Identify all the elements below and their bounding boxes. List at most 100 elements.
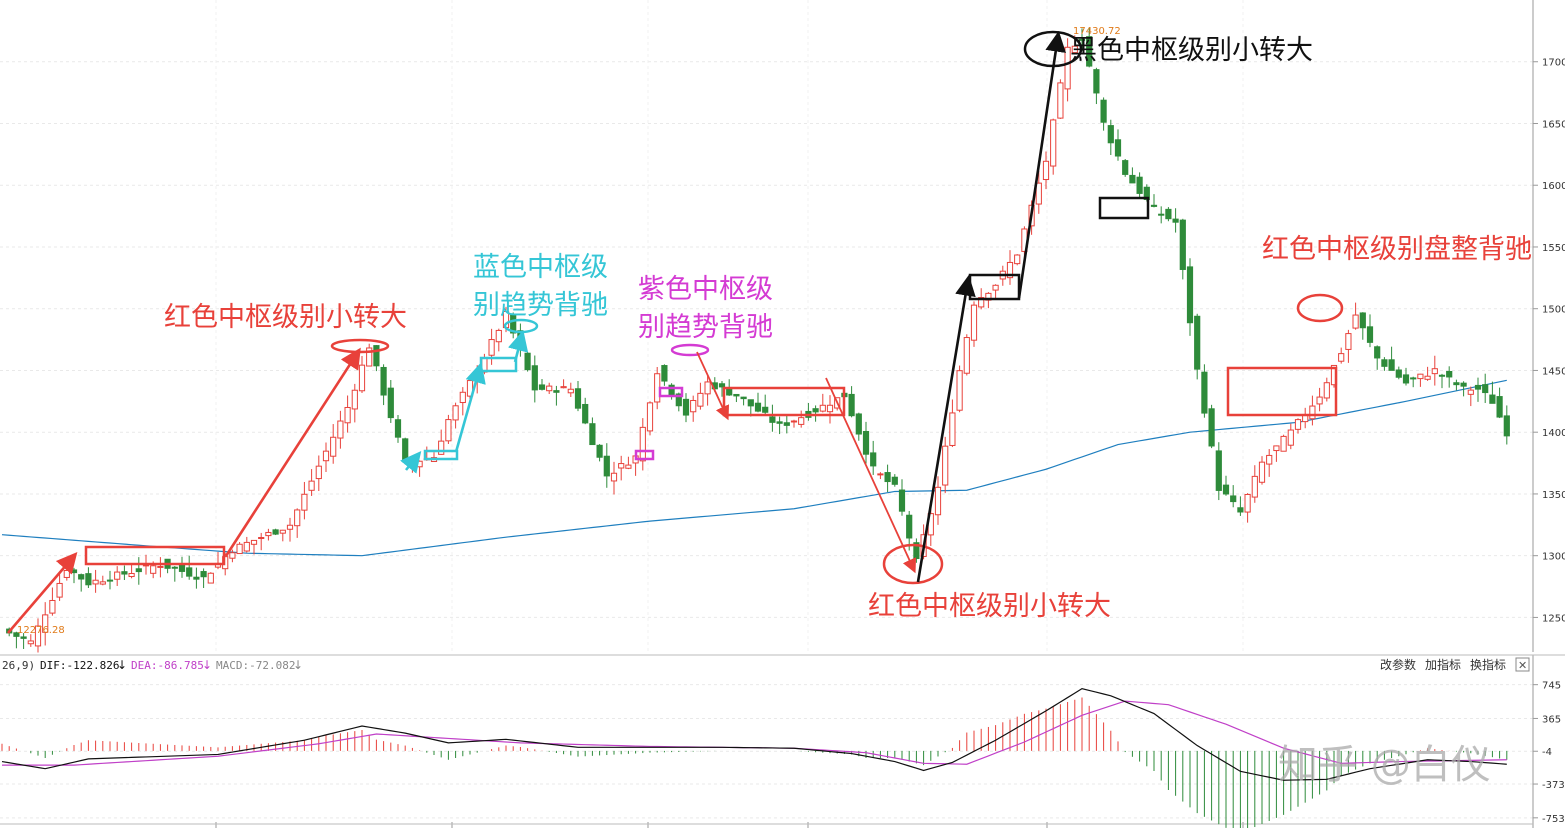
candle xyxy=(1280,434,1287,452)
candle-body xyxy=(92,579,99,585)
macd-tick-label: -373 xyxy=(1542,780,1565,791)
candle xyxy=(1460,381,1467,397)
candle xyxy=(956,365,963,413)
red-center-box-3 xyxy=(1226,366,1338,417)
candle-body xyxy=(1244,493,1251,513)
candle xyxy=(272,528,279,536)
candle-body xyxy=(236,543,243,555)
candle-body xyxy=(358,364,366,392)
candle-body xyxy=(618,463,625,469)
candle-body xyxy=(1438,374,1446,377)
close-icon[interactable]: ✕ xyxy=(1518,659,1527,672)
candle xyxy=(1107,119,1114,156)
candle xyxy=(877,472,884,480)
candle-body xyxy=(1237,507,1244,513)
black-arrow-2 xyxy=(1017,30,1066,299)
purple-ellipse xyxy=(670,343,710,357)
candle-body xyxy=(1482,384,1489,394)
candle xyxy=(99,575,106,586)
candle xyxy=(740,396,747,406)
candle-body xyxy=(754,402,762,412)
candle-body xyxy=(956,370,963,411)
candle xyxy=(380,364,387,406)
candle-body xyxy=(294,509,301,527)
price-tick-label: 1500 xyxy=(1542,305,1565,316)
candle-body xyxy=(1359,312,1366,329)
candle-body xyxy=(330,436,337,457)
candle-body xyxy=(819,404,826,412)
candle xyxy=(618,455,625,481)
candle-body xyxy=(589,423,596,446)
macd-value-arrow: ↓ xyxy=(293,658,303,672)
candle-body xyxy=(1460,382,1467,387)
candle xyxy=(1453,379,1460,391)
candle-body xyxy=(351,389,358,410)
candle-body xyxy=(121,571,128,575)
candle xyxy=(1194,313,1201,380)
candle-body xyxy=(1467,389,1474,395)
switch-indicator-button[interactable]: 换指标 xyxy=(1470,657,1506,672)
add-indicator-button[interactable]: 加指标 xyxy=(1425,657,1461,672)
candle xyxy=(1158,206,1165,224)
candle-body xyxy=(726,388,733,396)
candle xyxy=(826,395,834,424)
candle xyxy=(1424,366,1431,381)
candle-body xyxy=(157,565,164,568)
candle-body xyxy=(1446,370,1453,378)
watermark: 知乎 @白仪 xyxy=(1278,742,1491,788)
candle-body xyxy=(1280,435,1287,452)
candle xyxy=(207,572,214,584)
candle xyxy=(1323,377,1330,402)
candle-body xyxy=(870,452,877,467)
candle xyxy=(524,352,531,372)
candle-body xyxy=(1064,46,1071,90)
candle-body xyxy=(1381,359,1388,367)
candle xyxy=(589,417,596,446)
candle-body xyxy=(1374,346,1381,359)
candle-body xyxy=(1222,484,1230,495)
red-arrow-1 xyxy=(7,552,78,634)
candle xyxy=(286,517,294,542)
candle xyxy=(1294,418,1302,434)
candle-body xyxy=(1042,160,1050,181)
candle-body xyxy=(366,347,373,367)
annotation-red-2: 红色中枢级别小转大 xyxy=(868,591,1111,622)
annotation-arrows xyxy=(7,30,1066,634)
candle xyxy=(870,440,877,475)
candle xyxy=(495,328,502,352)
candle-body xyxy=(438,440,445,455)
candle xyxy=(193,567,200,589)
price-tick-label: 1350 xyxy=(1542,490,1565,501)
candle xyxy=(330,424,337,464)
candle xyxy=(1338,347,1345,364)
candle-body xyxy=(380,366,387,396)
edit-params-button[interactable]: 改参数 xyxy=(1380,657,1416,672)
candle xyxy=(1208,404,1215,449)
candle xyxy=(1129,167,1136,184)
candle xyxy=(567,382,574,397)
candle xyxy=(42,602,49,646)
candle xyxy=(1006,250,1014,285)
candle xyxy=(344,395,351,433)
candle-body xyxy=(790,420,798,423)
candle-body xyxy=(661,365,668,382)
candle-body xyxy=(128,572,135,578)
candle xyxy=(1014,254,1021,266)
candle-body xyxy=(308,480,315,491)
candle-body xyxy=(1273,445,1280,452)
close-indicator-box[interactable] xyxy=(1515,657,1530,672)
candle-body xyxy=(1150,204,1158,207)
candle xyxy=(1237,496,1244,516)
candle-body xyxy=(56,582,63,598)
annotation-purple-line2: 别趋势背驰 xyxy=(638,312,773,343)
candle xyxy=(373,345,380,372)
candle-body xyxy=(459,391,466,404)
candle xyxy=(200,568,207,589)
candle-body xyxy=(337,420,344,439)
macd-tick-label: -4 xyxy=(1542,747,1552,758)
candle xyxy=(445,414,452,444)
candle xyxy=(459,387,466,416)
candle-body xyxy=(1208,408,1215,447)
candle-body xyxy=(1424,375,1431,380)
candle xyxy=(1093,67,1100,105)
